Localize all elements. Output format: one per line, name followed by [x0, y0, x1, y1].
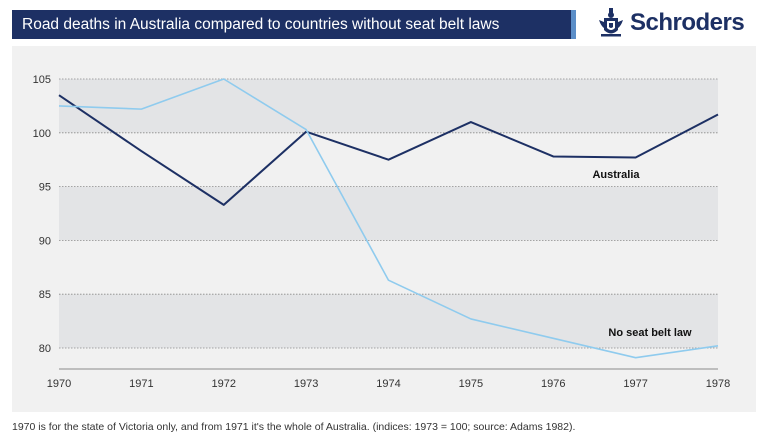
x-tick-label: 1973 — [294, 378, 318, 390]
crest-icon — [599, 8, 623, 37]
y-tick-label: 90 — [39, 235, 51, 247]
y-tick-label: 95 — [39, 182, 51, 194]
brand-logo: Schroders — [598, 8, 745, 38]
x-tick-label: 1970 — [47, 378, 71, 390]
chart-panel: 80 85 90 95 100 105 1970 1971 1972 1973 1974 1975 1… — [12, 46, 756, 412]
x-tick-label: 1976 — [541, 378, 565, 390]
series-label: No seat belt law — [608, 327, 692, 339]
series-label: Australia — [592, 169, 640, 181]
x-tick-label: 1974 — [376, 378, 400, 390]
chart-title: Road deaths in Australia compared to cou… — [22, 15, 500, 33]
shaded-band-2 — [59, 79, 718, 133]
x-tick-label: 1978 — [706, 378, 730, 390]
brand-name: Schroders — [630, 9, 745, 36]
y-tick-label: 80 — [39, 343, 51, 355]
x-tick-label: 1971 — [129, 378, 153, 390]
footnote: 1970 is for the state of Victoria only, … — [12, 421, 576, 433]
shaded-bands — [59, 79, 718, 348]
y-axis-tick-labels: 80 85 90 95 100 105 — [33, 74, 51, 355]
x-tick-label: 1977 — [623, 378, 647, 390]
y-tick-label: 105 — [33, 74, 51, 86]
shaded-band-0 — [59, 294, 718, 348]
x-axis-tick-labels: 1970 1971 1972 1973 1974 1975 1976 1977 1978 — [47, 378, 730, 390]
title-bar: Road deaths in Australia compared to cou… — [12, 10, 576, 39]
series-lines — [58, 78, 719, 359]
y-tick-label: 85 — [39, 289, 51, 301]
gridlines — [59, 78, 718, 349]
x-tick-label: 1975 — [459, 378, 483, 390]
y-tick-label: 100 — [33, 128, 51, 140]
series-labels: Australia No seat belt law — [592, 169, 692, 339]
title-accent — [571, 10, 576, 39]
x-tick-label: 1972 — [212, 378, 236, 390]
shaded-band-1 — [59, 186, 718, 241]
